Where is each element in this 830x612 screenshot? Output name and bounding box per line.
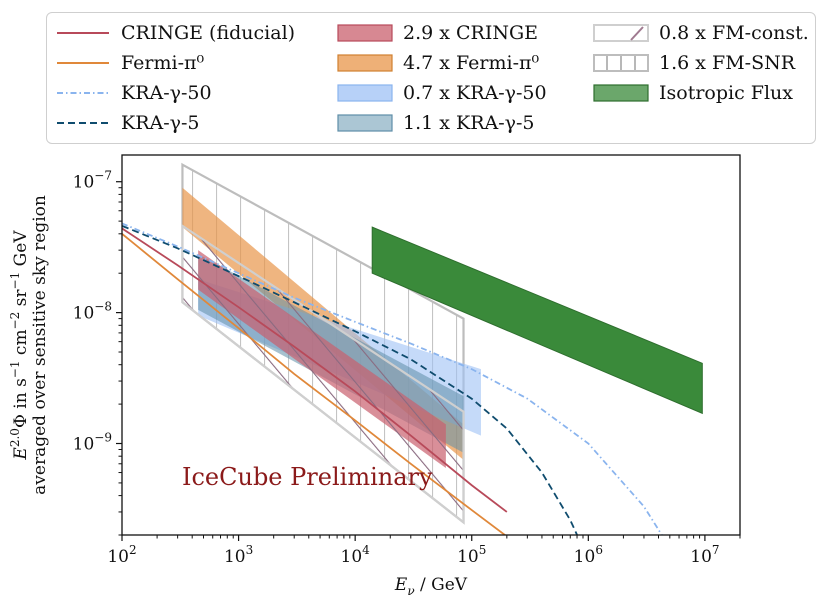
x-tick-label: 105 <box>457 543 486 567</box>
legend-label: KRA-γ-5 <box>121 112 200 134</box>
legend-swatch <box>593 84 649 102</box>
legend-patch <box>337 54 393 72</box>
kra5-line <box>122 225 579 535</box>
y-tick-label: 10−7 <box>73 169 112 193</box>
legend-label: KRA-γ-50 <box>121 82 212 104</box>
x-tick-label: 103 <box>224 543 253 567</box>
legend-patch <box>593 84 649 102</box>
x-tick-label: 106 <box>574 543 603 567</box>
y-axis-label-line2: averaged over sensitive sky region <box>30 195 50 495</box>
legend-swatch <box>337 114 393 132</box>
legend-swatch <box>593 24 649 42</box>
legend-patch <box>337 84 393 102</box>
legend-label: 0.7 x KRA-γ-50 <box>403 82 547 104</box>
legend-item-isotropic: Isotropic Flux <box>593 81 793 105</box>
legend-swatch <box>593 54 649 72</box>
watermark-text: IceCube Preliminary <box>182 463 433 491</box>
x-tick-label: 104 <box>341 543 371 567</box>
legend-item-fm-snr: 1.6 x FM-SNR <box>593 51 795 75</box>
y-axis-label: E2.0Φ in s−1 cm−2 sr−1 GeV averaged over… <box>8 195 50 495</box>
y-tick-label: 10−8 <box>73 300 112 324</box>
fermi-line <box>122 233 507 535</box>
kra50-line <box>122 222 663 535</box>
x-axis-label: Eν / GeV <box>394 575 468 598</box>
axes-layer: 102 103 104 105 106 107 10−9 10−8 10−7 <box>73 169 741 567</box>
lines-layer <box>122 222 663 535</box>
legend-item-fm-const: 0.8 x FM-const. <box>593 21 809 45</box>
legend-item-kra50: KRA-γ-50 <box>55 81 212 105</box>
legend-swatch <box>57 32 109 34</box>
legend-patch <box>337 114 393 132</box>
legend-label: Isotropic Flux <box>659 82 793 104</box>
legend-label: CRINGE (fiducial) <box>121 22 296 44</box>
legend-item-kra5-band: 1.1 x KRA-γ-5 <box>337 111 535 135</box>
legend-item-fermi-band: 4.7 x Fermi-π⁰ <box>337 51 539 75</box>
x-tick-label: 107 <box>690 543 719 567</box>
legend-patch <box>593 24 649 42</box>
y-axis-label-line1: E2.0Φ in s−1 cm−2 sr−1 GeV <box>8 230 31 461</box>
legend: CRINGE (fiducial) Fermi-π⁰ KRA-γ-50 KRA-… <box>46 12 816 144</box>
legend-label: 2.9 x CRINGE <box>403 22 539 44</box>
legend-swatch <box>57 92 109 94</box>
legend-hatch <box>630 26 644 41</box>
isotropic-flux-band <box>371 226 703 415</box>
legend-label: Fermi-π⁰ <box>121 52 205 74</box>
legend-label: 1.6 x FM-SNR <box>659 52 796 74</box>
y-tick-label: 10−9 <box>73 431 112 455</box>
legend-label: 0.8 x FM-const. <box>659 22 809 44</box>
legend-label: 4.7 x Fermi-π⁰ <box>403 52 540 74</box>
legend-patch <box>337 24 393 42</box>
x-tick-label: 102 <box>107 543 136 567</box>
legend-swatch <box>337 24 393 42</box>
legend-swatch <box>337 84 393 102</box>
legend-item-cringe-band: 2.9 x CRINGE <box>337 21 538 45</box>
bands-layer <box>181 162 703 525</box>
legend-swatch <box>57 62 109 64</box>
plot-frame <box>121 154 741 536</box>
fm-const-band <box>181 223 465 525</box>
legend-swatch <box>57 122 109 124</box>
legend-item-cringe: CRINGE (fiducial) <box>55 21 295 45</box>
legend-item-kra50-band: 0.7 x KRA-γ-50 <box>337 81 547 105</box>
legend-label: 1.1 x KRA-γ-5 <box>403 112 535 134</box>
cringe-line <box>122 227 508 513</box>
legend-swatch <box>337 54 393 72</box>
legend-item-fermi: Fermi-π⁰ <box>55 51 204 75</box>
legend-item-kra5: KRA-γ-5 <box>55 111 200 135</box>
legend-patch <box>593 54 649 72</box>
